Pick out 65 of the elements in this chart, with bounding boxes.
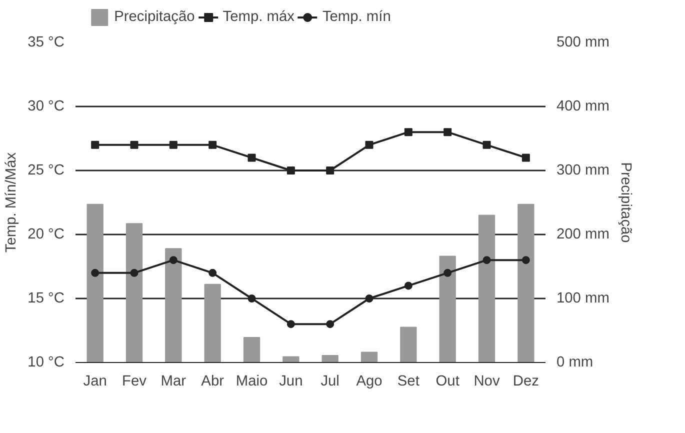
bar [322,354,338,362]
point [248,154,256,162]
point [208,140,217,149]
y-tick-label: 30 °C [28,98,65,114]
bar [165,248,182,362]
bar [400,326,417,362]
y-tick-label: 15 °C [28,290,65,306]
point [404,282,412,290]
y2-tick-label: 400 mm [556,98,610,114]
legend-label: Temp. mín [322,9,391,25]
point [326,320,334,328]
point [91,268,100,277]
bar [126,223,143,362]
point [404,128,412,136]
y2-tick-label: 100 mm [556,290,610,306]
point [248,294,256,302]
point [169,256,178,264]
legend-label: Temp. máx [222,9,294,25]
point [482,140,491,149]
y2-tick-label: 200 mm [556,226,610,242]
point [286,166,295,174]
y-tick-label: 35 °C [28,34,65,50]
point [169,140,178,149]
bar [282,356,300,362]
x-tick-label: Maio [236,374,268,390]
x-tick-label: Jan [83,374,107,390]
point [286,320,295,328]
x-tick-label: Nov [474,374,500,390]
point [365,294,374,302]
bar [439,256,456,362]
x-tick-label: Set [397,374,420,390]
x-tick-label: Jul [320,374,340,390]
x-tick-label: Ago [356,374,382,390]
y-tick-label: 10 °C [28,354,65,370]
bar [518,204,534,362]
point [522,256,530,264]
x-tick-label: Abr [201,374,224,390]
point [130,268,138,277]
bar [478,214,496,362]
x-tick-label: Dez [512,374,539,390]
bar [360,352,378,362]
point [482,256,491,264]
point [130,140,138,149]
legend-label: Precipitação [114,9,195,25]
bar [204,284,221,362]
y2-tick-label: 500 mm [556,34,610,50]
point [91,140,100,149]
y2-tick-label: 300 mm [556,162,610,178]
point [326,166,334,174]
y2-tick-label: 0 mm [556,354,594,370]
y-tick-label: 25 °C [28,162,65,178]
y-axis-title: Temp. Mín/Máx [4,152,20,253]
y-tick-label: 20 °C [28,226,65,242]
bar [243,337,260,362]
point [522,154,530,162]
x-tick-label: Fev [122,374,148,390]
point [365,140,374,149]
point [444,268,452,277]
point [208,268,217,277]
x-tick-label: Jun [279,374,303,390]
bar [86,204,104,362]
x-tick-label: Out [436,374,460,390]
y2-axis-title: Precipitação [617,162,634,243]
x-tick-label: Mar [160,374,186,390]
point [444,128,452,136]
